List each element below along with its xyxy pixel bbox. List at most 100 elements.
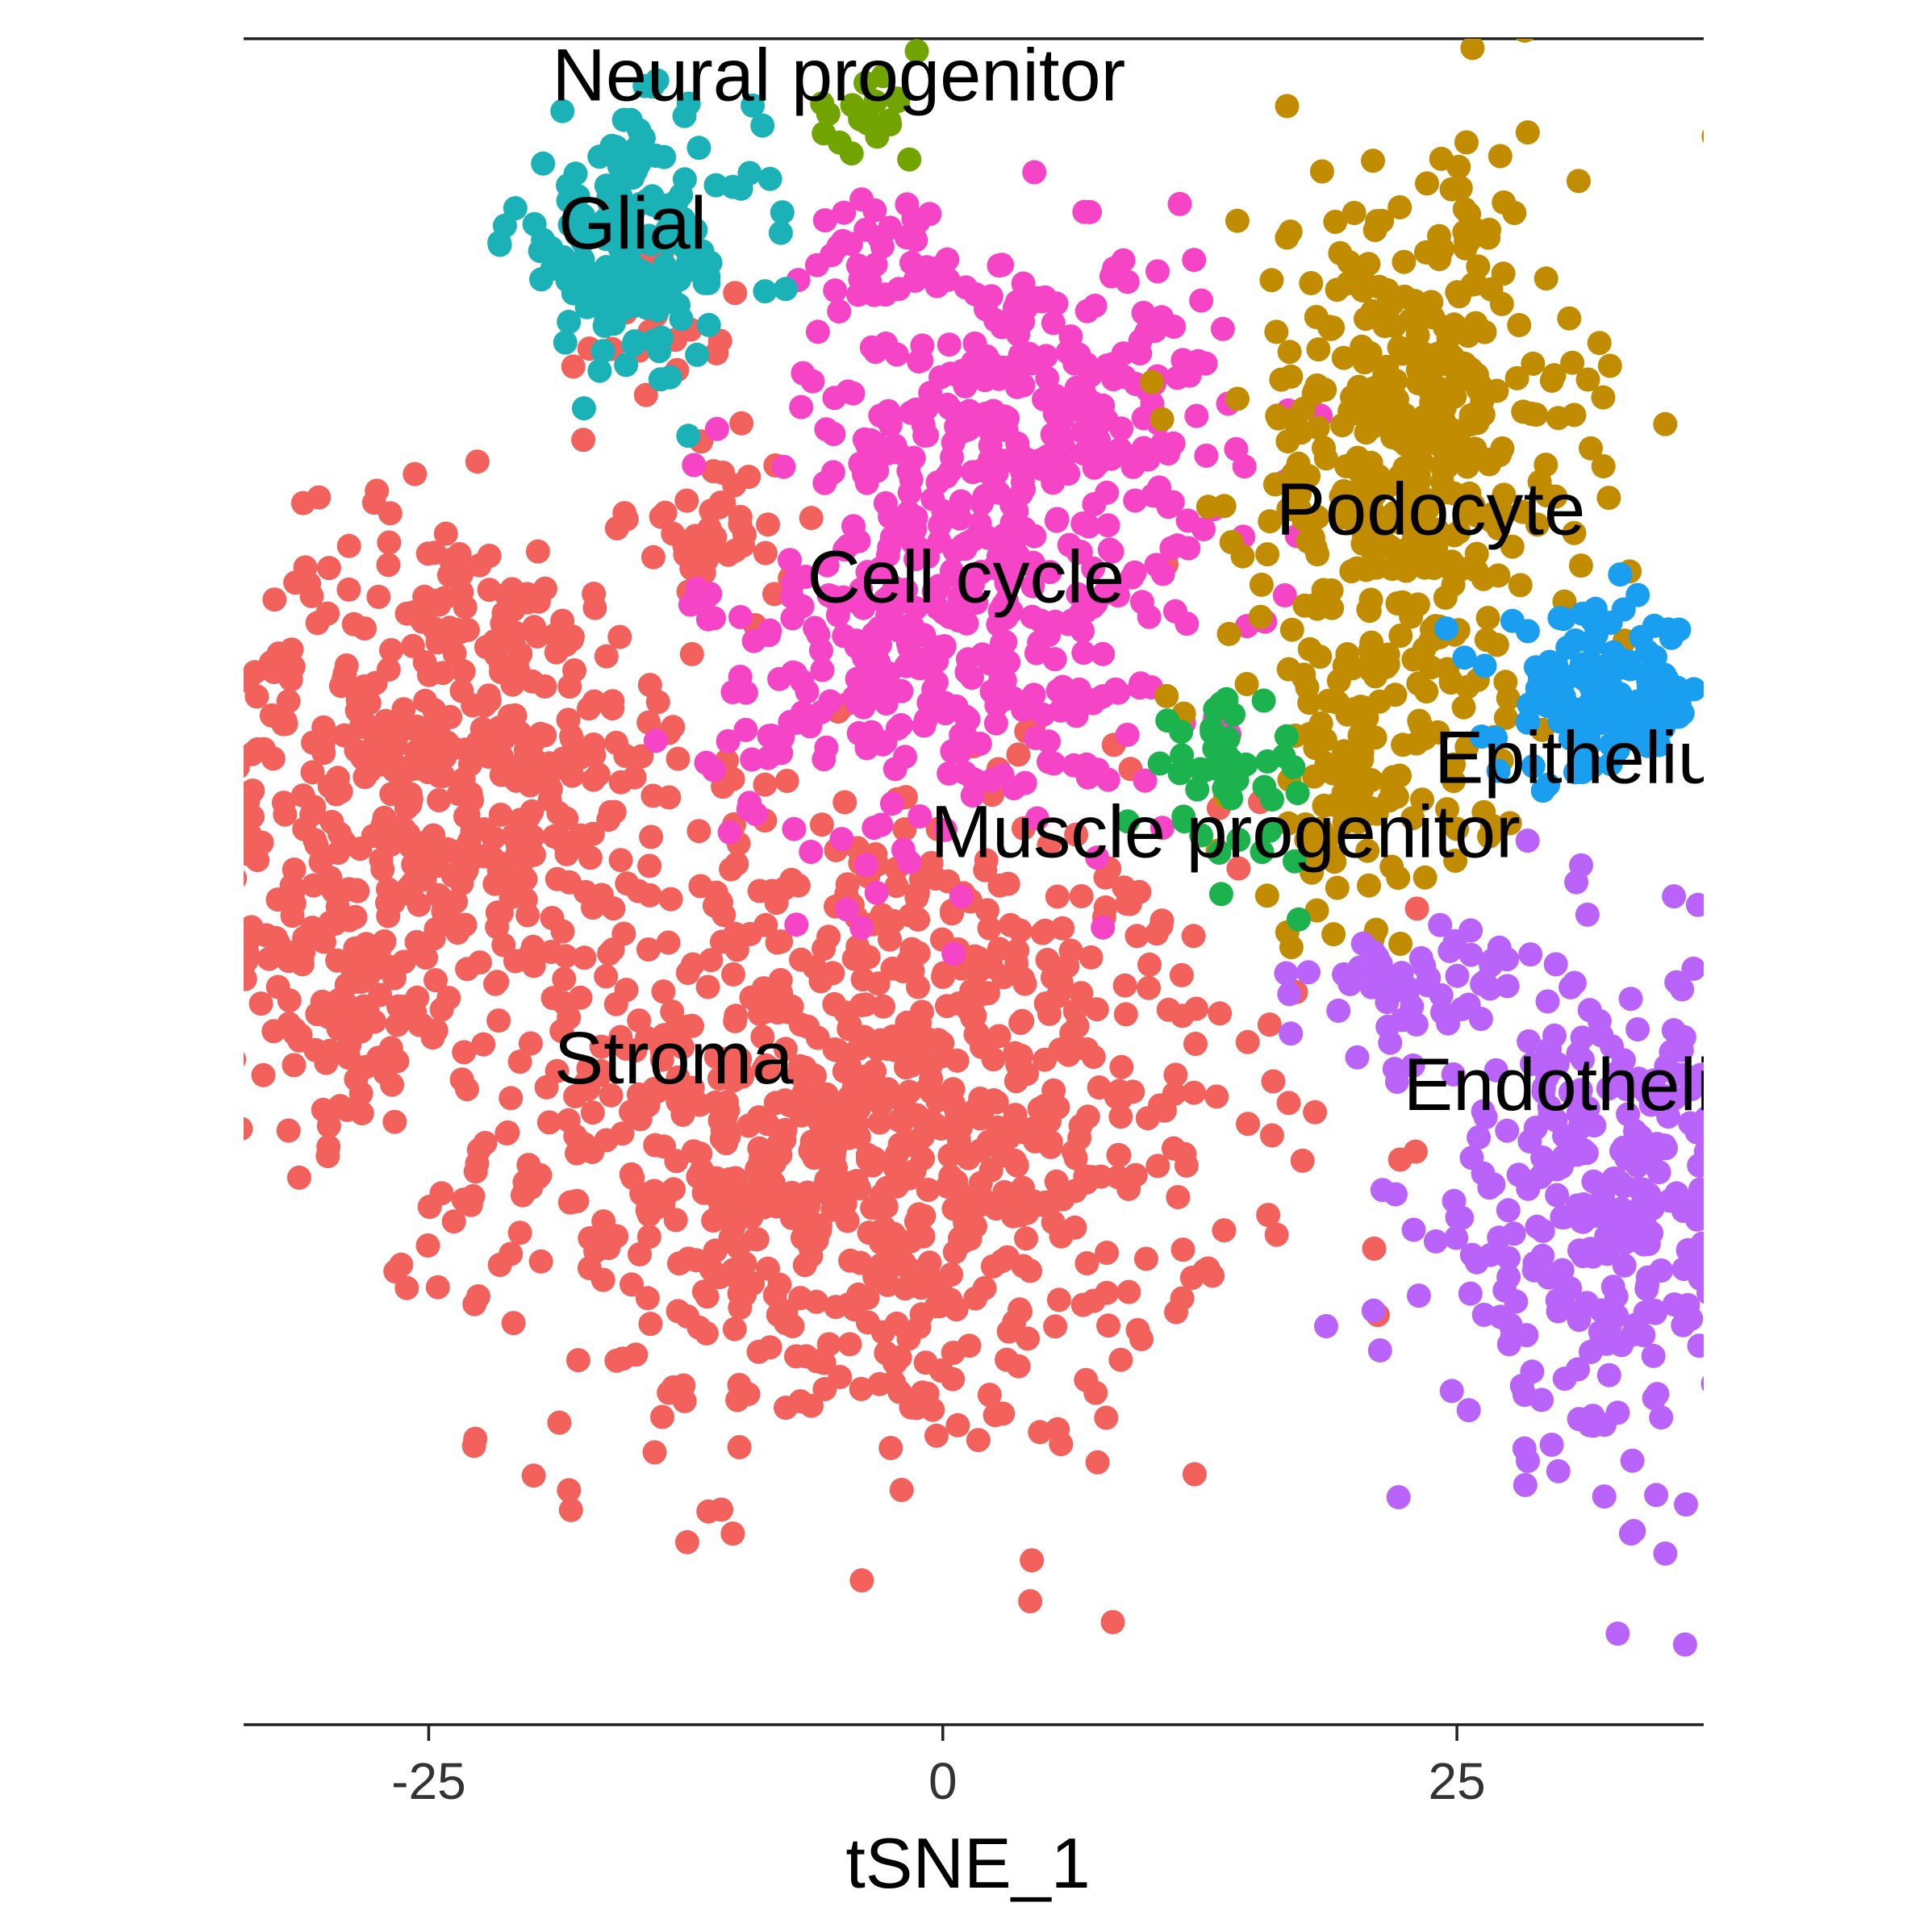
scatter-point [688, 1141, 713, 1166]
scatter-point [594, 964, 619, 989]
scatter-point [1368, 966, 1393, 991]
scatter-point [1131, 300, 1156, 325]
scatter-point [522, 615, 547, 640]
scatter-point [1337, 399, 1362, 424]
scatter-point [219, 741, 244, 765]
scatter-point [725, 1387, 750, 1412]
scatter-point [1596, 1362, 1621, 1387]
scatter-point [376, 877, 400, 902]
scatter-point [1634, 639, 1659, 664]
scatter-point [1587, 331, 1612, 356]
scatter-point [716, 728, 741, 753]
scatter-point [685, 252, 710, 277]
scatter-point [639, 824, 664, 849]
scatter-point [244, 1052, 247, 1067]
scatter-point [282, 1053, 307, 1078]
scatter-point [453, 912, 478, 937]
scatter-point [621, 332, 646, 357]
scatter-point [862, 658, 887, 683]
scatter-point [1305, 542, 1330, 567]
scatter-point [675, 1304, 699, 1329]
scatter-point [686, 136, 711, 161]
scatter-point [1041, 462, 1066, 487]
scatter-point [1005, 1052, 1030, 1077]
scatter-point [357, 691, 382, 716]
scatter-point [666, 1065, 691, 1090]
scatter-point [799, 840, 824, 864]
scatter-point [1091, 641, 1116, 666]
scatter-point [1235, 1029, 1260, 1054]
scatter-point [1084, 997, 1109, 1022]
scatter-point [1299, 271, 1324, 295]
scatter-point [1471, 1302, 1496, 1327]
scatter-point [837, 1332, 862, 1357]
scatter-point [845, 253, 870, 278]
scatter-point [699, 948, 724, 973]
scatter-point [1558, 1080, 1583, 1105]
scatter-point [1612, 1253, 1637, 1278]
scatter-point [1468, 1007, 1493, 1032]
scatter-point [1276, 811, 1301, 836]
scatter-point [1255, 542, 1280, 567]
scatter-point [436, 837, 460, 862]
scatter-point [814, 417, 839, 442]
scatter-point [1713, 1372, 1737, 1396]
scatter-point [653, 500, 678, 525]
scatter-point [1513, 1472, 1538, 1497]
scatter-point [565, 1141, 589, 1166]
scatter-point [301, 873, 326, 898]
scatter-point [599, 1083, 624, 1108]
scatter-point [534, 1074, 559, 1100]
scatter-point [1095, 480, 1120, 505]
x-tick-label: -25 [391, 1752, 466, 1810]
scatter-point [1384, 1070, 1409, 1094]
scatter-point [1730, 1129, 1754, 1153]
scatter-point [1534, 483, 1559, 508]
scatter-point [1525, 1214, 1550, 1239]
scatter-point [967, 732, 992, 756]
scatter-point [748, 1002, 772, 1026]
scatter-point [1027, 630, 1052, 655]
scatter-point [597, 1231, 622, 1255]
scatter-point [1001, 354, 1025, 378]
scatter-point [676, 1014, 701, 1039]
scatter-point [1265, 403, 1290, 428]
scatter-point [723, 538, 748, 563]
scatter-point [1519, 402, 1544, 426]
scatter-point [557, 870, 582, 895]
scatter-point [254, 923, 279, 948]
scatter-point [465, 730, 490, 755]
scatter-point [759, 878, 784, 903]
scatter-point [803, 1088, 828, 1113]
scatter-point [1438, 938, 1463, 963]
scatter-point [1385, 591, 1410, 615]
scatter-point [473, 1130, 498, 1155]
scatter-point [829, 827, 854, 852]
scatter-point [981, 399, 1006, 424]
scatter-point [661, 1177, 686, 1202]
scatter-point [1498, 1312, 1523, 1337]
scatter-point [591, 1209, 616, 1234]
scatter-point [1596, 486, 1621, 511]
cluster-label: Cell cycle [807, 536, 1125, 618]
scatter-point [835, 1208, 860, 1233]
x-tick-label: 25 [1428, 1752, 1485, 1810]
cluster-label: Neural progenitor [552, 35, 1125, 117]
scatter-point [703, 1045, 728, 1070]
scatter-point [741, 93, 766, 118]
scatter-point [582, 595, 607, 620]
scatter-point [935, 392, 960, 417]
scatter-point [1496, 1198, 1521, 1223]
scatter-point [698, 582, 723, 607]
scatter-point [602, 799, 627, 824]
scatter-point [1183, 1032, 1208, 1056]
scatter-point [750, 113, 775, 138]
scatter-point [497, 703, 522, 728]
scatter-point [1274, 724, 1299, 749]
scatter-point [1085, 1450, 1110, 1475]
scatter-point [1362, 664, 1387, 689]
scatter-point [257, 946, 282, 971]
scatter-point [1415, 171, 1439, 196]
scatter-point [937, 332, 962, 357]
scatter-point [1046, 413, 1071, 438]
